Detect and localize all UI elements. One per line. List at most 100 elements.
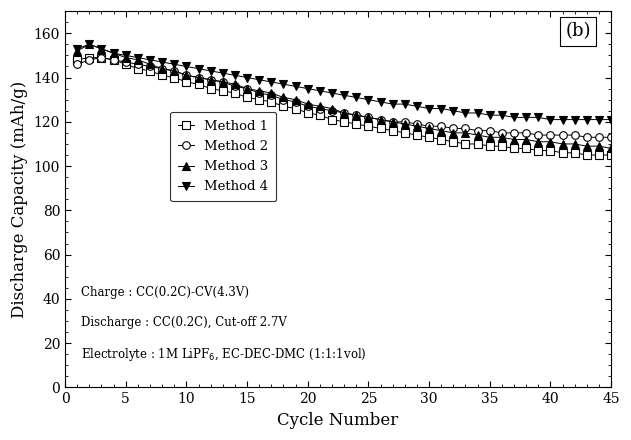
Method 1 (73, 57, 81, 62)
Method 3 (195, 75, 203, 80)
Method 4 (559, 117, 567, 122)
Method 2 (522, 130, 530, 136)
Method 1 (474, 141, 481, 147)
Method 2 (98, 55, 105, 60)
Method 3 (134, 57, 141, 62)
Method 4 (304, 86, 312, 91)
Method 3 (292, 97, 299, 103)
Method 4 (292, 84, 299, 89)
Line: Method 1: Method 1 (73, 54, 615, 159)
Method 2 (510, 130, 518, 136)
Method 4 (110, 51, 117, 56)
Method 1 (583, 152, 591, 158)
Method 2 (583, 135, 591, 140)
Method 1 (146, 68, 154, 73)
Method 1 (268, 99, 275, 105)
Method 4 (498, 113, 505, 118)
Method 1 (607, 152, 615, 158)
Method 3 (182, 73, 190, 78)
Method 2 (607, 135, 615, 140)
Method 3 (340, 110, 348, 116)
Method 2 (353, 113, 360, 118)
Method 3 (146, 62, 154, 67)
Method 3 (86, 42, 93, 47)
Method 4 (462, 110, 469, 116)
Line: Method 4: Method 4 (73, 40, 615, 123)
Method 1 (377, 126, 384, 131)
Method 4 (268, 79, 275, 84)
Method 3 (571, 141, 579, 147)
Method 1 (110, 57, 117, 62)
Method 1 (401, 130, 409, 136)
Method 3 (316, 104, 324, 109)
Method 2 (134, 62, 141, 67)
Y-axis label: Discharge Capacity (mAh/g): Discharge Capacity (mAh/g) (11, 81, 28, 318)
Method 2 (437, 124, 445, 129)
Method 1 (256, 97, 263, 103)
Method 2 (195, 75, 203, 80)
Method 4 (219, 70, 227, 76)
Method 4 (98, 46, 105, 51)
Method 3 (559, 141, 567, 147)
Method 3 (268, 90, 275, 95)
Method 4 (474, 110, 481, 116)
Method 1 (231, 90, 239, 95)
Method 3 (498, 135, 505, 140)
Method 2 (486, 128, 493, 133)
Method 2 (534, 132, 542, 138)
Method 3 (437, 128, 445, 133)
Method 4 (401, 102, 409, 107)
Method 1 (595, 152, 603, 158)
Method 3 (389, 119, 396, 125)
Method 4 (510, 115, 518, 120)
Text: Charge : CC(0.2C)-CV(4.3V): Charge : CC(0.2C)-CV(4.3V) (81, 286, 249, 299)
Method 4 (122, 53, 129, 58)
Method 2 (413, 121, 421, 127)
Method 1 (219, 88, 227, 93)
Method 3 (231, 81, 239, 87)
Method 4 (365, 97, 372, 103)
Line: Method 2: Method 2 (73, 54, 615, 141)
Method 4 (146, 57, 154, 62)
Method 1 (98, 55, 105, 60)
Method 3 (110, 51, 117, 56)
Method 4 (607, 117, 615, 122)
Method 3 (158, 66, 166, 71)
Method 4 (595, 117, 603, 122)
Method 2 (146, 64, 154, 69)
Method 2 (292, 99, 299, 105)
Method 1 (280, 104, 287, 109)
Method 1 (462, 141, 469, 147)
Method 4 (534, 115, 542, 120)
Method 4 (256, 77, 263, 82)
Method 1 (534, 148, 542, 153)
Method 1 (158, 73, 166, 78)
Text: Discharge : CC(0.2C), Cut-off 2.7V: Discharge : CC(0.2C), Cut-off 2.7V (81, 316, 287, 329)
Method 3 (413, 124, 421, 129)
Method 1 (244, 95, 251, 100)
Method 4 (437, 106, 445, 111)
Method 3 (583, 143, 591, 149)
Method 4 (170, 62, 178, 67)
Method 1 (413, 132, 421, 138)
Method 3 (280, 95, 287, 100)
Method 1 (340, 119, 348, 125)
Method 2 (559, 132, 567, 138)
Method 2 (73, 62, 81, 67)
Method 3 (534, 139, 542, 144)
Method 4 (353, 95, 360, 100)
Method 4 (182, 64, 190, 69)
Method 1 (425, 135, 433, 140)
Method 3 (425, 126, 433, 131)
Method 4 (425, 106, 433, 111)
Method 4 (280, 81, 287, 87)
Method 2 (122, 59, 129, 65)
Method 4 (546, 117, 554, 122)
Method 4 (158, 59, 166, 65)
Method 2 (219, 79, 227, 84)
Method 3 (595, 143, 603, 149)
Method 2 (244, 86, 251, 91)
Method 2 (340, 110, 348, 116)
Method 2 (365, 115, 372, 120)
Method 3 (170, 68, 178, 73)
